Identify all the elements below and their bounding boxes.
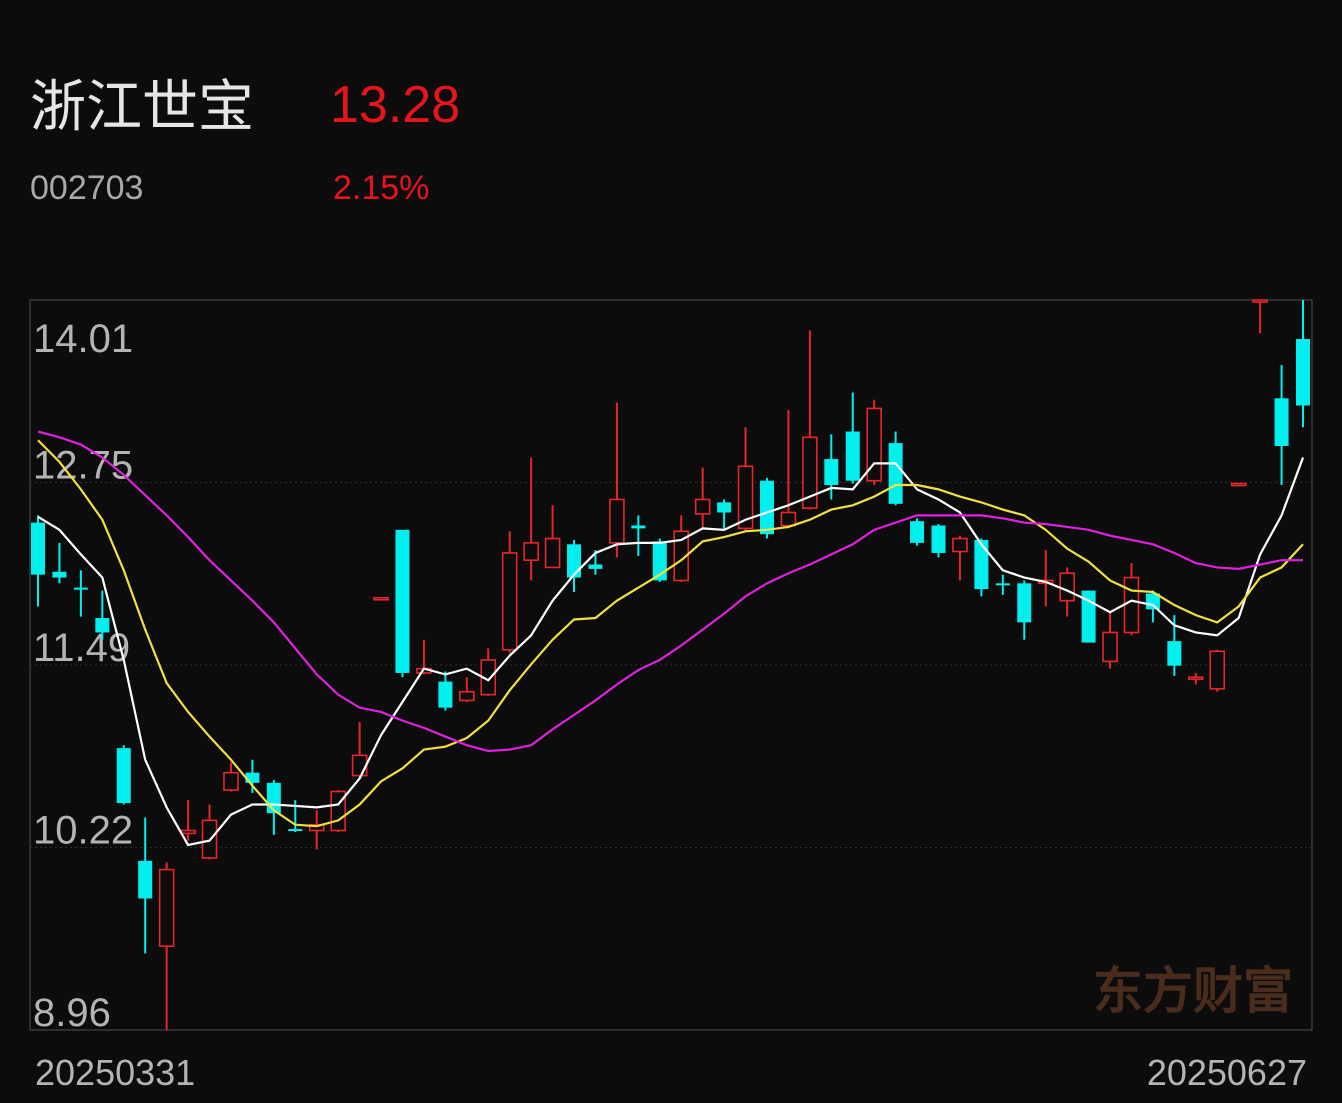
x-tick-label: 20250627 (1147, 1052, 1307, 1093)
moving-average-line (37, 430, 1303, 753)
candle-body (138, 860, 153, 899)
candle-body (52, 571, 67, 578)
candle-body (1017, 583, 1032, 623)
candle-body (158, 868, 175, 947)
candle-body (631, 525, 646, 529)
candle-body (1230, 482, 1247, 487)
candle-body (974, 539, 989, 590)
stock-name: 浙江世宝 (30, 75, 254, 140)
candle-body (567, 544, 582, 578)
y-tick-label: 11.49 (33, 626, 130, 670)
candle-body (95, 618, 110, 633)
candle-body (737, 465, 754, 530)
candle-body (438, 681, 453, 708)
candle-body (588, 564, 603, 569)
watermark: 东方财富 (1093, 962, 1293, 1020)
candle-body (717, 502, 732, 513)
candle-body (1167, 641, 1182, 666)
candle-body (501, 552, 518, 651)
candle-body (1123, 576, 1140, 634)
candle-body (1274, 398, 1289, 446)
moving-average-line (37, 439, 1304, 828)
candle-body (1102, 631, 1118, 663)
candle-body (245, 772, 260, 783)
y-tick-label: 10.22 (33, 809, 133, 853)
candle-body (395, 529, 410, 673)
candle-body (845, 431, 860, 481)
candle-body (223, 771, 239, 791)
candle-body (308, 823, 325, 832)
candle-body (1187, 676, 1204, 681)
candle-body (373, 596, 389, 601)
candle-body (780, 511, 797, 527)
candle-body (652, 541, 667, 581)
y-tick-label: 8.96 (33, 991, 111, 1035)
moving-average-line (37, 457, 1305, 847)
candle-body (802, 436, 818, 509)
candle-body (824, 459, 839, 486)
candle-body (544, 537, 561, 569)
candle-body (609, 498, 625, 544)
candle-body (995, 583, 1010, 586)
candle-body (673, 530, 690, 582)
y-tick-label: 14.01 (33, 317, 133, 361)
candle-body (459, 690, 475, 702)
candle-body (116, 748, 131, 804)
candle-body (1059, 572, 1075, 602)
candle-body (73, 587, 88, 590)
candle-body (694, 498, 711, 515)
candle-body (931, 525, 946, 553)
x-tick-label: 20250331 (35, 1052, 195, 1093)
stock-price: 13.28 (330, 76, 460, 134)
change-percent: 2.15% (333, 169, 429, 207)
candle-body (888, 443, 903, 504)
candle-body (1296, 339, 1310, 406)
candle-body (910, 521, 925, 543)
stock-code: 002703 (30, 169, 143, 207)
candle-body (351, 754, 368, 777)
candle-body (180, 829, 196, 835)
candle-body (523, 542, 539, 561)
candle-body (759, 480, 774, 535)
candle-body (31, 522, 45, 575)
candle-body (952, 537, 968, 553)
candle-body (288, 829, 303, 832)
candle-body (1209, 650, 1226, 690)
candle-body (1252, 299, 1268, 303)
